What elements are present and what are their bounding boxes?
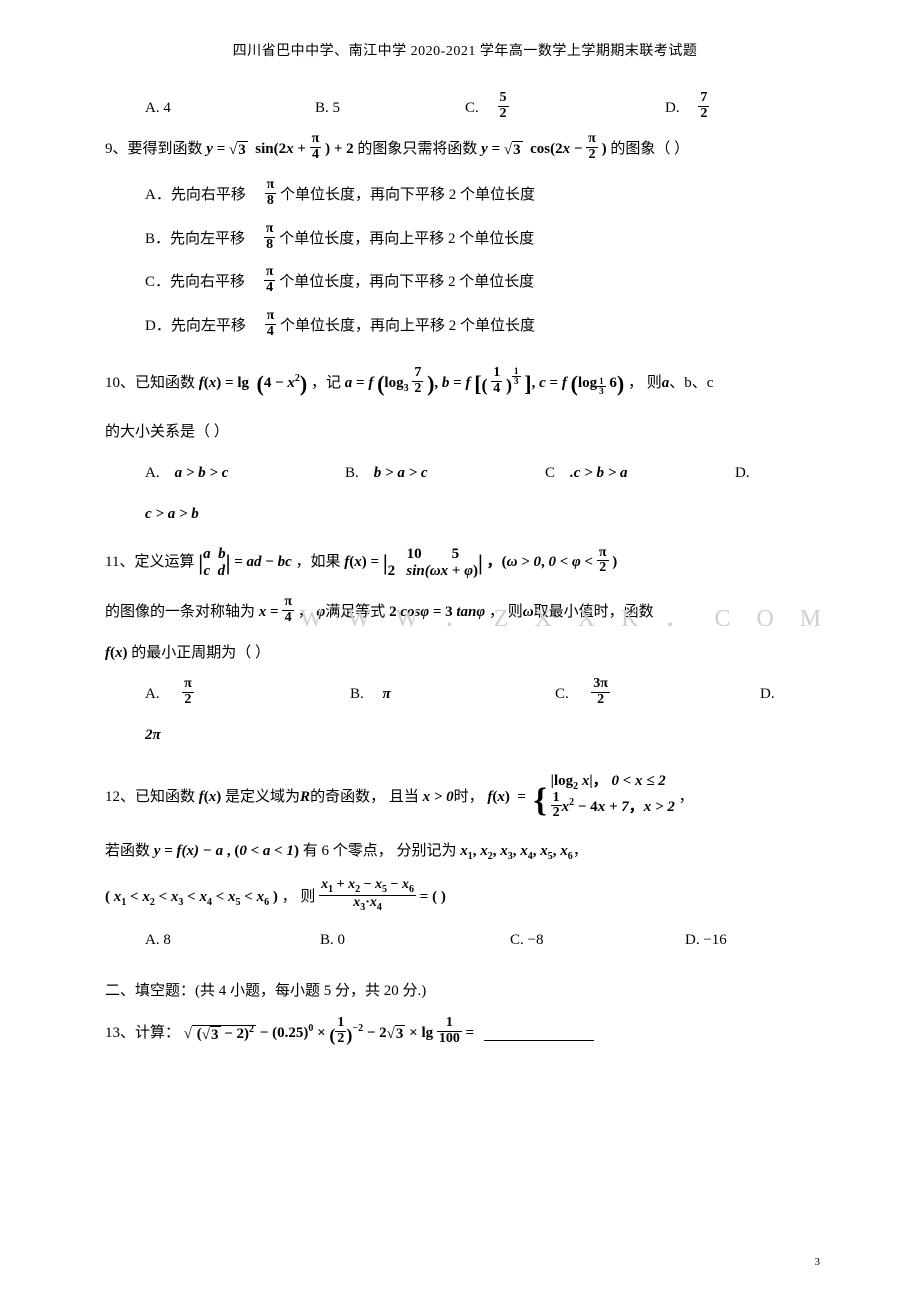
q9-opt-d: D．先向左平移 π4 个单位长度，再向上平移 2 个单位长度 [105,305,825,349]
q10-opt-d-wrap: c > a > b [105,498,825,531]
q11-stem: 11、定义运算 |a bc d| = ad − bc ，如果 f(x) = |1… [105,539,825,587]
q11-opt-d-wrap: 2π [105,719,825,752]
q10-options: A. a > b > c B. b > a > c C .c > b > a D… [105,457,825,490]
q10-stem-2: 的大小关系是（ ） [105,416,825,449]
q12-stem-3: ( x1 < x2 < x3 < x4 < x5 < x6 ) ， 则 x1 +… [105,880,825,916]
page-number: 3 [815,1256,821,1268]
q11-options: A. π2 B. π C. 3π2 D. [105,678,825,711]
q12-stem: 12、已知函数 f(x) 是定义域为R的奇函数， 且当 x > 0时， f(x)… [105,772,825,823]
q12-stem-2: 若函数 y = f(x) − a , (0 < a < 1) 有 6 个零点， … [105,835,825,868]
q12-options: A. 8 B. 0 C. −8 D. −16 [105,924,825,957]
section-2-title: 二、填空题：(共 4 小题，每小题 5 分，共 20 分.) [105,975,825,1008]
q8-options: A. 4 B. 5 C. 52 D. 72 [105,92,825,125]
q8-opt-b: B. 5 [315,92,465,125]
q8-opt-c: C. 52 [465,92,665,125]
q8-opt-d: D. 72 [665,92,805,125]
q11-stem-2: 的图像的一条对称轴为 x = π4 ， φ满足等式 2 cosφ = 3 tan… [105,596,825,629]
q10-stem: 10、已知函数 f(x) = lg (4 − x2) ，记 a = f (log… [105,360,825,408]
running-head: 四川省巴中中学、南江中学 2020-2021 学年高一数学上学期期末联考试题 [105,40,825,60]
q9-opt-a: A．先向右平移 π8 个单位长度，再向下平移 2 个单位长度 [105,174,825,218]
q9-opt-c: C．先向右平移 π4 个单位长度，再向下平移 2 个单位长度 [105,261,825,305]
q9-opt-b: B．先向左平移 π8 个单位长度，再向上平移 2 个单位长度 [105,218,825,262]
q13-blank [484,1040,594,1041]
q11-stem-3: f(x) 的最小正周期为（ ） [105,637,825,670]
q8-opt-a: A. 4 [105,92,315,125]
q13-stem: 13、计算： √ (√3 − 2)2 − (0.25)0 × (12)−2 − … [105,1016,825,1056]
q9-stem: 9、要得到函数 y = √3 sin(2x + π4 ) + 2 的图象只需将函… [105,133,825,166]
